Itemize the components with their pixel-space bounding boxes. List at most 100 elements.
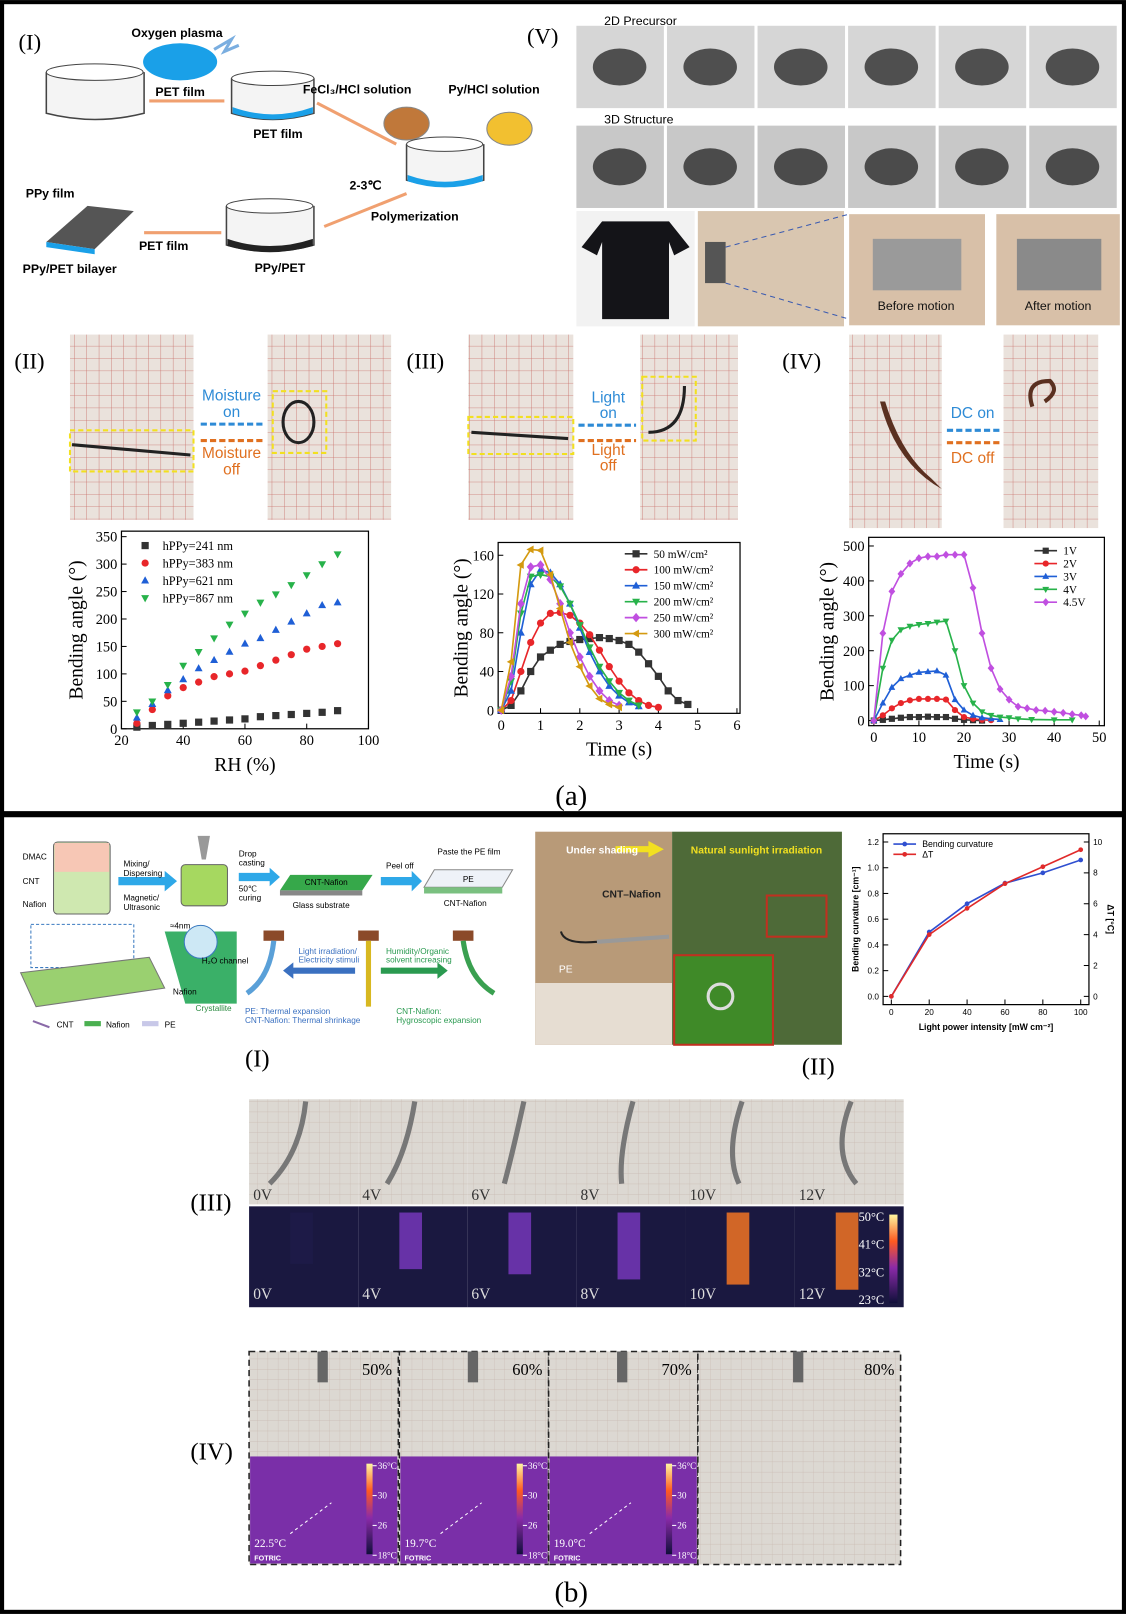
clamp xyxy=(793,1351,803,1382)
label: Electricity stimuli xyxy=(298,955,359,964)
cnt-nafion-layer xyxy=(424,887,502,893)
data-point xyxy=(889,716,895,722)
y2-tick-label: 6 xyxy=(1093,900,1098,909)
brand-label: FOTRIC xyxy=(554,1553,581,1562)
y-tick-label: 0 xyxy=(487,703,494,719)
x-tick-label: 0 xyxy=(870,730,877,746)
specimen xyxy=(774,148,828,185)
data-point xyxy=(927,932,932,937)
device xyxy=(1017,239,1101,290)
scale-label: 32°C xyxy=(859,1265,885,1279)
label: Peel off xyxy=(386,862,414,871)
specimen xyxy=(593,148,647,185)
x-tick-label: 6 xyxy=(733,718,740,734)
data-point xyxy=(898,700,904,706)
y2-axis-label: ΔT [°C] xyxy=(1105,904,1115,934)
y-tick-label: 0.6 xyxy=(868,915,880,924)
label: casting xyxy=(239,859,265,868)
data-point xyxy=(674,697,681,704)
legend-entry: 1V xyxy=(1063,546,1078,558)
label: PPy film xyxy=(26,187,75,201)
y-tick-label: 100 xyxy=(843,679,865,695)
data-point xyxy=(180,720,187,727)
label: 3D Structure xyxy=(604,113,673,127)
legend-entry: hPPy=867 nm xyxy=(163,591,234,605)
brand-label: FOTRIC xyxy=(254,1553,281,1562)
y-tick-label: 0.2 xyxy=(868,967,880,976)
label: off xyxy=(600,457,618,474)
y-axis-label: Bending curvature [cm⁻¹] xyxy=(850,866,860,972)
clamp xyxy=(358,931,379,941)
label: Drop xyxy=(239,849,257,858)
photo-table xyxy=(535,983,672,1045)
x-axis-label: Time (s) xyxy=(953,752,1019,773)
data-point xyxy=(241,668,248,675)
data-point xyxy=(907,697,913,703)
legend-marker xyxy=(632,550,639,557)
data-point xyxy=(625,641,632,648)
data-point xyxy=(596,647,603,654)
data-point xyxy=(943,714,949,720)
label: solvent increasing xyxy=(386,955,452,964)
voltage-label: 6V xyxy=(471,1286,490,1303)
x-axis-label: Time (s) xyxy=(586,740,652,761)
y-tick-label: 400 xyxy=(843,574,865,590)
temperature-label: 22.5°C xyxy=(254,1538,286,1550)
y-tick-label: 160 xyxy=(472,548,494,564)
x-axis-label: Light power intensity [mW cm⁻²] xyxy=(919,1022,1054,1032)
panel-label: (V) xyxy=(527,23,558,48)
scale-label: 26 xyxy=(677,1522,687,1532)
label: PET film xyxy=(139,239,188,253)
data-point xyxy=(226,670,233,677)
data-point xyxy=(615,678,622,685)
y-tick-label: 1.0 xyxy=(868,864,880,873)
label: CNT-Nafion: Thermal shrinkage xyxy=(245,1016,361,1025)
data-point xyxy=(547,647,554,654)
data-point xyxy=(164,721,171,728)
clamp xyxy=(453,931,474,941)
y2-tick-label: 10 xyxy=(1093,838,1103,847)
chart: 0204060801000.00.20.40.60.81.01.20246810… xyxy=(850,834,1115,1032)
data-point xyxy=(665,687,672,694)
x-tick-label: 50 xyxy=(1092,730,1106,746)
humidity-label: 50% xyxy=(362,1360,392,1379)
y-tick-label: 300 xyxy=(96,557,118,573)
label: on xyxy=(223,404,240,421)
voltage-label: 0V xyxy=(253,1187,272,1204)
photo xyxy=(1004,335,1099,528)
data-point xyxy=(557,641,564,648)
scale-label: 26 xyxy=(528,1522,538,1532)
label: Paste the PE film xyxy=(437,847,500,856)
dmac-layer xyxy=(55,843,110,872)
data-point xyxy=(527,639,534,646)
data-point xyxy=(1078,847,1083,852)
panel-label: (II) xyxy=(14,349,44,374)
label: on xyxy=(600,405,617,422)
x-tick-label: 40 xyxy=(1047,730,1061,746)
legend-entry: 300 mW/cm² xyxy=(654,629,714,641)
label: CNT xyxy=(23,877,40,886)
label: CNT-Nafion: xyxy=(396,1007,441,1016)
y2-tick-label: 4 xyxy=(1093,931,1098,940)
voltage-label: 8V xyxy=(580,1187,599,1204)
specimen xyxy=(774,48,828,85)
data-point xyxy=(916,696,922,702)
data-point xyxy=(916,714,922,720)
temperature-label: 19.0°C xyxy=(554,1538,586,1550)
y2-tick-label: 0 xyxy=(1093,992,1098,1001)
voltage-label: 12V xyxy=(799,1286,826,1303)
y-tick-label: 80 xyxy=(480,626,494,642)
beaker-rim xyxy=(232,71,314,85)
data-point xyxy=(288,651,295,658)
data-point xyxy=(943,697,949,703)
y-axis-label: Bending angle (°) xyxy=(818,562,839,701)
data-point xyxy=(303,646,310,653)
figure: (I) Oxygen plasma PET film PET film FeCl… xyxy=(0,0,1126,1614)
voltage-label: 4V xyxy=(362,1286,381,1303)
scale-label: 23°C xyxy=(859,1293,885,1307)
y-tick-label: 200 xyxy=(843,644,865,660)
label: Moisture xyxy=(202,387,261,404)
beaker-rim xyxy=(46,64,143,80)
legend-entry: hPPy=241 nm xyxy=(163,539,234,553)
data-point xyxy=(257,713,264,720)
